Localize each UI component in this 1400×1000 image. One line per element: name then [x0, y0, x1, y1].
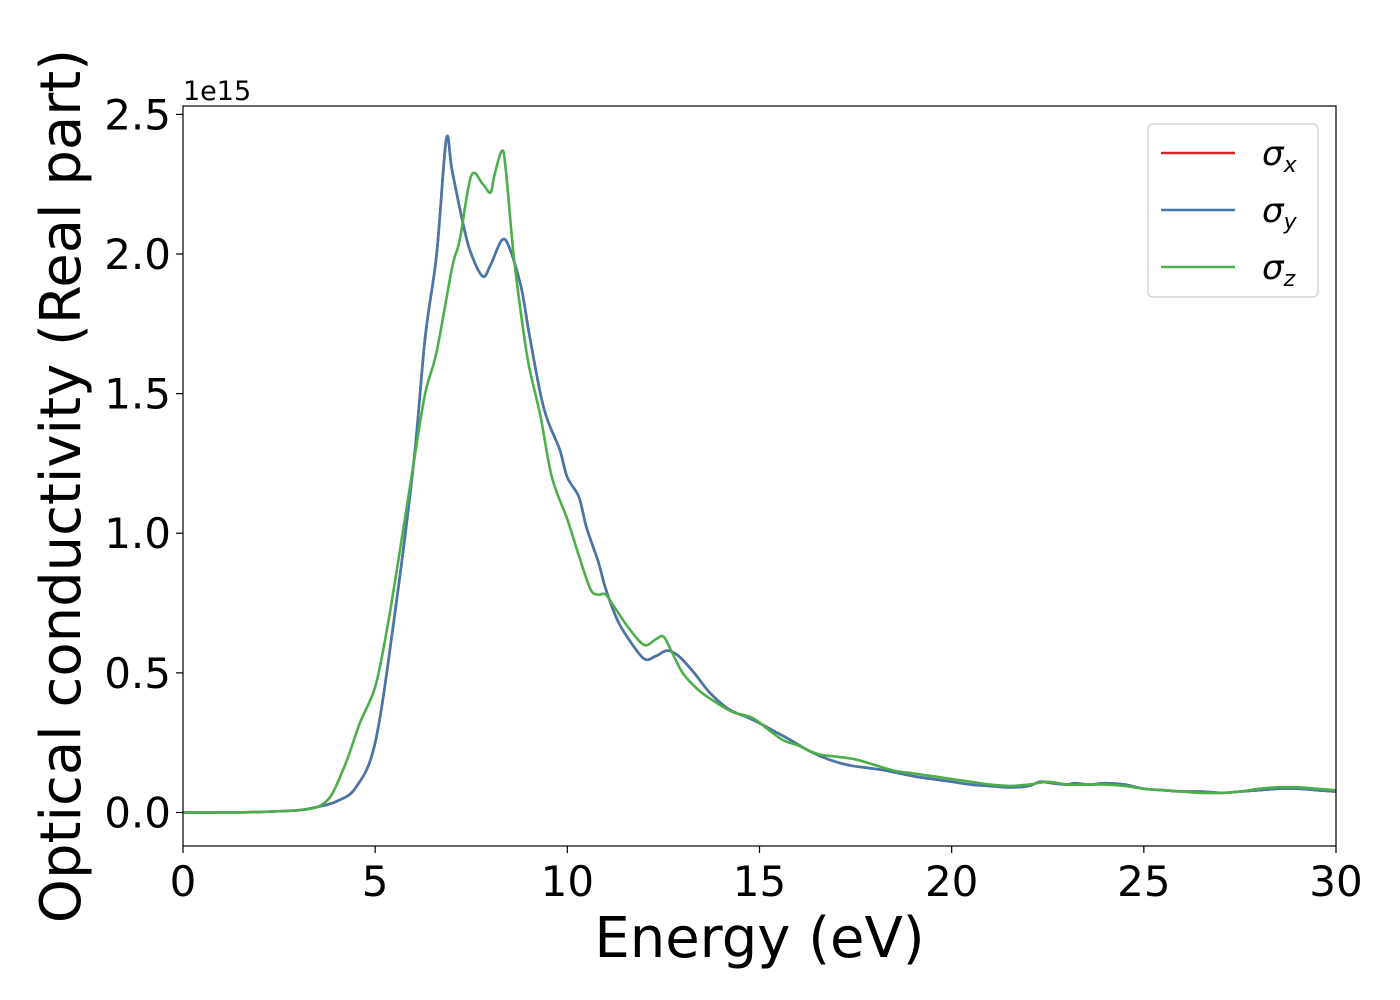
- y-offset-label: 1e15: [183, 76, 251, 107]
- y-axis: 0.0 0.5 1.0 1.5 2.0 2.5: [104, 90, 183, 837]
- x-tick-label: 20: [925, 857, 978, 906]
- y-tick-label: 0.5: [104, 649, 171, 698]
- x-tick-label: 25: [1117, 857, 1170, 906]
- x-tick-label: 5: [362, 857, 389, 906]
- y-tick-label: 2.0: [104, 230, 171, 279]
- x-tick-label: 10: [541, 857, 594, 906]
- x-tick-label: 30: [1309, 857, 1362, 906]
- y-tick-label: 0.0: [104, 788, 171, 837]
- y-tick-label: 1.0: [104, 509, 171, 558]
- x-axis-label: Energy (eV): [594, 906, 924, 971]
- legend-label-y: σy: [1262, 191, 1298, 235]
- y-tick-label: 1.5: [104, 370, 171, 419]
- legend-label-x: σx: [1262, 134, 1298, 178]
- y-axis-label: Optical conductivity (Real part): [29, 49, 94, 923]
- x-tick-label: 15: [733, 857, 786, 906]
- y-tick-label: 2.5: [104, 90, 171, 139]
- series-layer: [183, 134, 1336, 814]
- x-axis: 0 5 10 15 20 25 30: [170, 846, 1363, 906]
- series-line-z: [183, 149, 1336, 814]
- x-tick-label: 0: [170, 857, 197, 906]
- legend: σx σy σz: [1147, 123, 1319, 298]
- legend-label-z: σz: [1262, 248, 1296, 292]
